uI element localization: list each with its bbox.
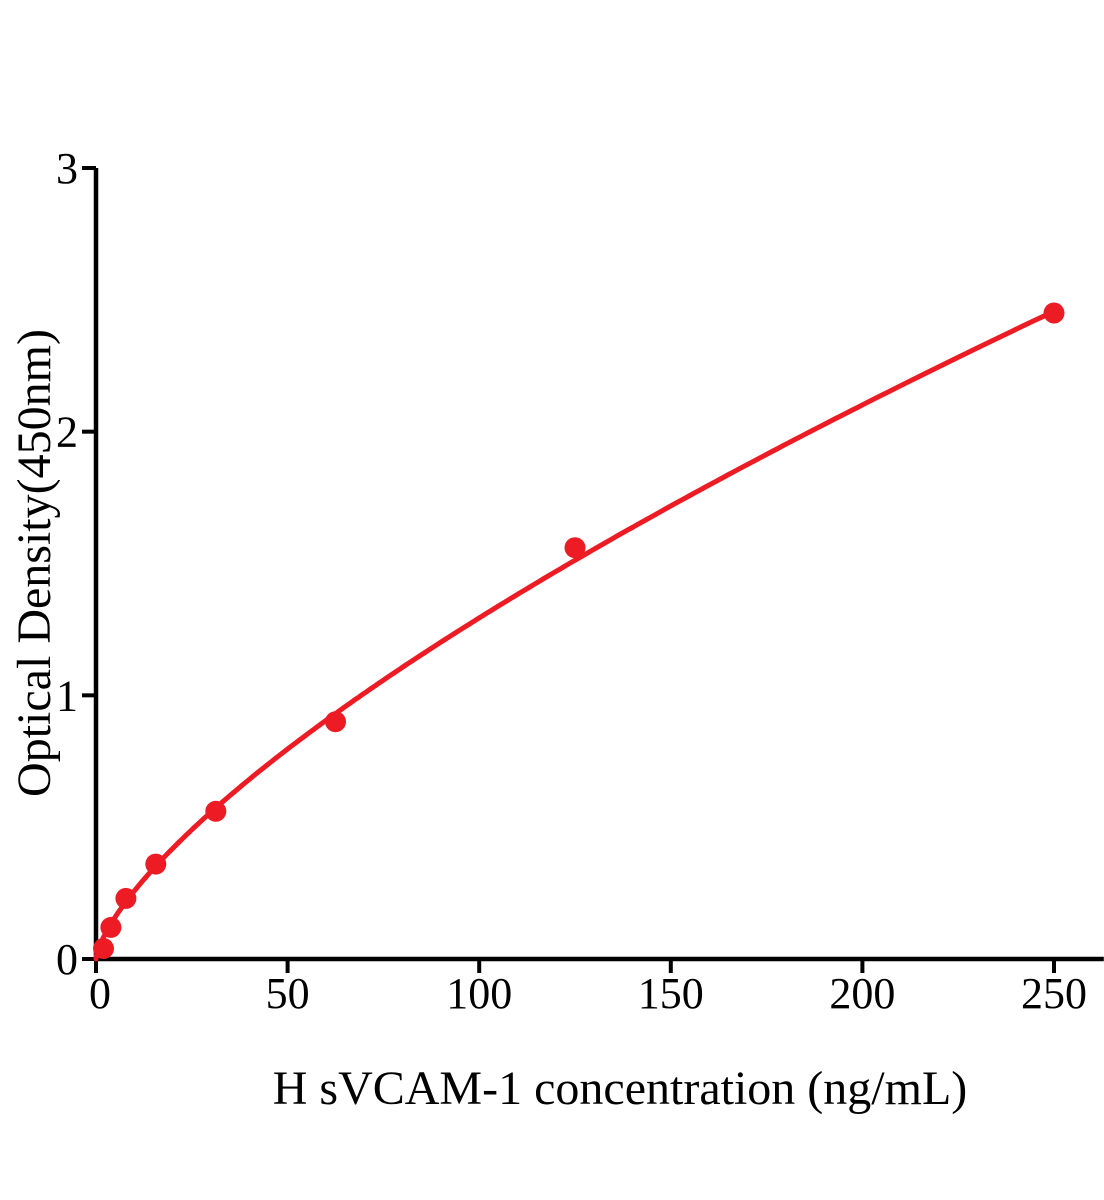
data-point	[115, 887, 137, 909]
x-tick-label: 0	[89, 969, 111, 1018]
fit-curve	[93, 308, 1057, 962]
x-tick-label: 50	[266, 969, 310, 1018]
data-point	[1043, 302, 1065, 324]
data-point	[145, 853, 167, 875]
y-tick-label: 0	[56, 935, 78, 984]
x-axis-tick-labels: 0 50 100 150 200 250	[89, 969, 1087, 1018]
x-tick-label: 150	[638, 969, 704, 1018]
y-tick-label: 1	[56, 671, 78, 720]
y-axis-tick-labels: 0 1 2 3	[56, 144, 78, 984]
x-tick-label: 200	[829, 969, 895, 1018]
y-axis-title: Optical Density(450nm)	[8, 329, 61, 797]
data-point	[205, 800, 227, 822]
y-tick-label: 2	[56, 408, 78, 457]
data-points	[93, 302, 1065, 959]
x-tick-label: 250	[1021, 969, 1087, 1018]
data-point	[100, 916, 122, 938]
x-axis-title: H sVCAM-1 concentration (ng/mL)	[273, 1062, 968, 1115]
data-point	[93, 938, 114, 959]
y-tick-label: 3	[56, 144, 78, 193]
x-tick-label: 100	[446, 969, 512, 1018]
data-point	[325, 711, 346, 733]
axes	[93, 168, 1104, 962]
data-point	[564, 537, 586, 559]
